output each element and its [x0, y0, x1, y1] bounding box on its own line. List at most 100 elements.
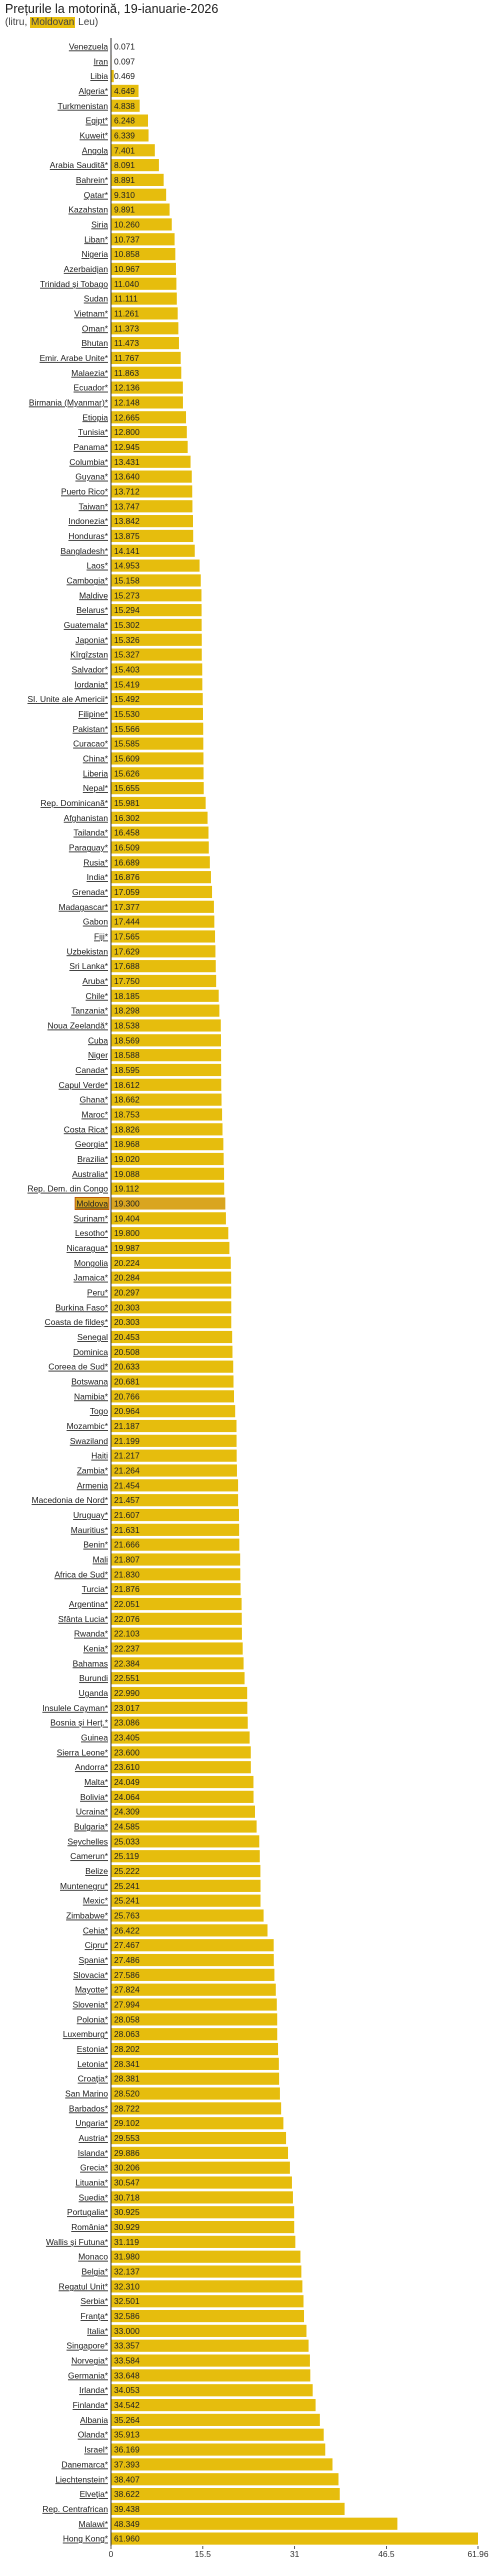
category-label-79: Surinam*: [74, 1213, 109, 1223]
value-label-90: 20.681: [114, 1377, 140, 1387]
bar-83: [111, 1271, 232, 1284]
value-label-108: 22.237: [114, 1644, 140, 1654]
category-label-38: Belarus*: [76, 605, 108, 615]
category-label-97: Armenia: [77, 1480, 109, 1490]
category-label-151: Regatul Unit*: [59, 2281, 109, 2291]
value-label-22: 11.863: [114, 368, 139, 378]
category-label-117: Malta*: [84, 1777, 108, 1787]
category-label-60: Fiji*: [94, 931, 109, 941]
value-label-91: 20.766: [114, 1391, 140, 1401]
bar-155: [111, 2339, 309, 2352]
value-label-86: 20.303: [114, 1317, 140, 1327]
category-label-6: Kuweit*: [80, 130, 109, 140]
category-label-31: Taiwan*: [79, 501, 109, 511]
bar-140: [111, 2117, 284, 2130]
value-label-132: 27.994: [114, 2000, 140, 2010]
value-label-50: 15.655: [114, 783, 140, 793]
category-label-149: Monaco: [78, 2252, 108, 2262]
category-label-33: Honduras*: [68, 531, 108, 541]
value-label-87: 20.453: [114, 1332, 140, 1342]
value-label-18: 11.261: [114, 308, 139, 318]
category-label-120: Bulgaria*: [74, 1822, 109, 1832]
category-label-102: Mali: [93, 1555, 108, 1565]
category-label-0: Venezuela: [69, 41, 108, 51]
category-label-40: Japonia*: [75, 635, 108, 645]
bar-163: [111, 2458, 333, 2471]
value-label-29: 13.640: [114, 472, 140, 482]
bar-62: [111, 960, 216, 973]
bar-80: [111, 1227, 229, 1240]
x-tick-label-4: 61.96: [468, 2549, 489, 2559]
category-label-155: Singapore*: [67, 2341, 109, 2351]
value-label-1: 0.097: [114, 56, 135, 66]
bar-53: [111, 826, 209, 839]
value-label-128: 27.467: [114, 1940, 140, 1950]
value-label-129: 27.486: [114, 1955, 140, 1965]
category-label-78: Moldova: [76, 1198, 108, 1208]
bar-152: [111, 2295, 304, 2308]
bar-124: [111, 1879, 261, 1892]
value-label-163: 37.393: [114, 2459, 140, 2469]
bar-30: [111, 485, 193, 498]
bar-57: [111, 885, 213, 899]
category-label-129: Spania*: [79, 1955, 109, 1965]
bar-157: [111, 2369, 311, 2382]
category-label-3: Algeria*: [79, 86, 109, 96]
category-label-90: Botswana: [71, 1377, 108, 1387]
value-label-126: 25.763: [114, 1911, 140, 1921]
value-label-10: 9.310: [114, 190, 135, 200]
bar-122: [111, 1850, 260, 1863]
category-label-127: Cehia*: [83, 1925, 109, 1935]
value-label-95: 21.217: [114, 1451, 140, 1461]
bar-127: [111, 1924, 268, 1937]
bar-24: [111, 396, 183, 409]
category-label-27: Panama*: [74, 442, 109, 452]
bar-85: [111, 1301, 232, 1314]
category-label-1: Iran: [94, 56, 109, 66]
category-label-18: Vietnam*: [74, 308, 109, 318]
bar-158: [111, 2384, 313, 2397]
category-label-119: Ucraina*: [76, 1807, 109, 1817]
category-label-23: Ecuador*: [74, 383, 109, 393]
category-label-154: Italia*: [87, 2326, 109, 2336]
category-label-166: Rep. Centrafrican: [42, 2504, 108, 2514]
bar-106: [111, 1612, 242, 1625]
category-label-43: Iordania*: [74, 679, 108, 689]
value-label-135: 28.202: [114, 2044, 140, 2054]
chart-title: Prețurile la motorină, 19-ianuarie-2026: [5, 2, 219, 16]
value-label-151: 32.310: [114, 2281, 140, 2291]
value-label-52: 16.302: [114, 813, 140, 823]
value-label-159: 34.542: [114, 2400, 140, 2410]
value-label-122: 25.119: [114, 1851, 139, 1861]
category-label-28: Columbia*: [69, 457, 108, 467]
value-label-9: 8.891: [114, 175, 135, 185]
bar-3: [111, 84, 139, 97]
bar-154: [111, 2324, 307, 2337]
bar-121: [111, 1835, 260, 1848]
value-label-89: 20.633: [114, 1362, 140, 1372]
x-tick-label-3: 46.5: [378, 2549, 395, 2559]
bar-92: [111, 1405, 236, 1418]
value-label-141: 29.553: [114, 2133, 140, 2143]
category-label-110: Burundi: [79, 1673, 108, 1683]
bar-19: [111, 322, 179, 335]
x-tick-label-1: 15.5: [195, 2549, 212, 2559]
value-label-125: 25.241: [114, 1896, 140, 1906]
value-label-34: 14.141: [114, 546, 140, 556]
bar-47: [111, 737, 204, 750]
value-label-130: 27.586: [114, 1970, 140, 1980]
value-label-102: 21.807: [114, 1555, 140, 1565]
value-label-131: 27.824: [114, 1985, 140, 1995]
value-label-124: 25.241: [114, 1881, 140, 1891]
bar-20: [111, 337, 179, 350]
value-label-158: 34.053: [114, 2385, 140, 2395]
value-label-101: 21.666: [114, 1540, 140, 1550]
category-label-160: Albania: [80, 2415, 108, 2425]
value-label-77: 19.112: [114, 1184, 139, 1194]
value-label-43: 15.419: [114, 679, 140, 689]
category-label-2: Libia: [90, 71, 108, 81]
bar-45: [111, 707, 203, 721]
category-label-71: Ghana*: [80, 1095, 109, 1105]
chart-subtitle: (litru, Moldovan Leu): [5, 17, 98, 28]
value-label-97: 21.454: [114, 1480, 140, 1490]
